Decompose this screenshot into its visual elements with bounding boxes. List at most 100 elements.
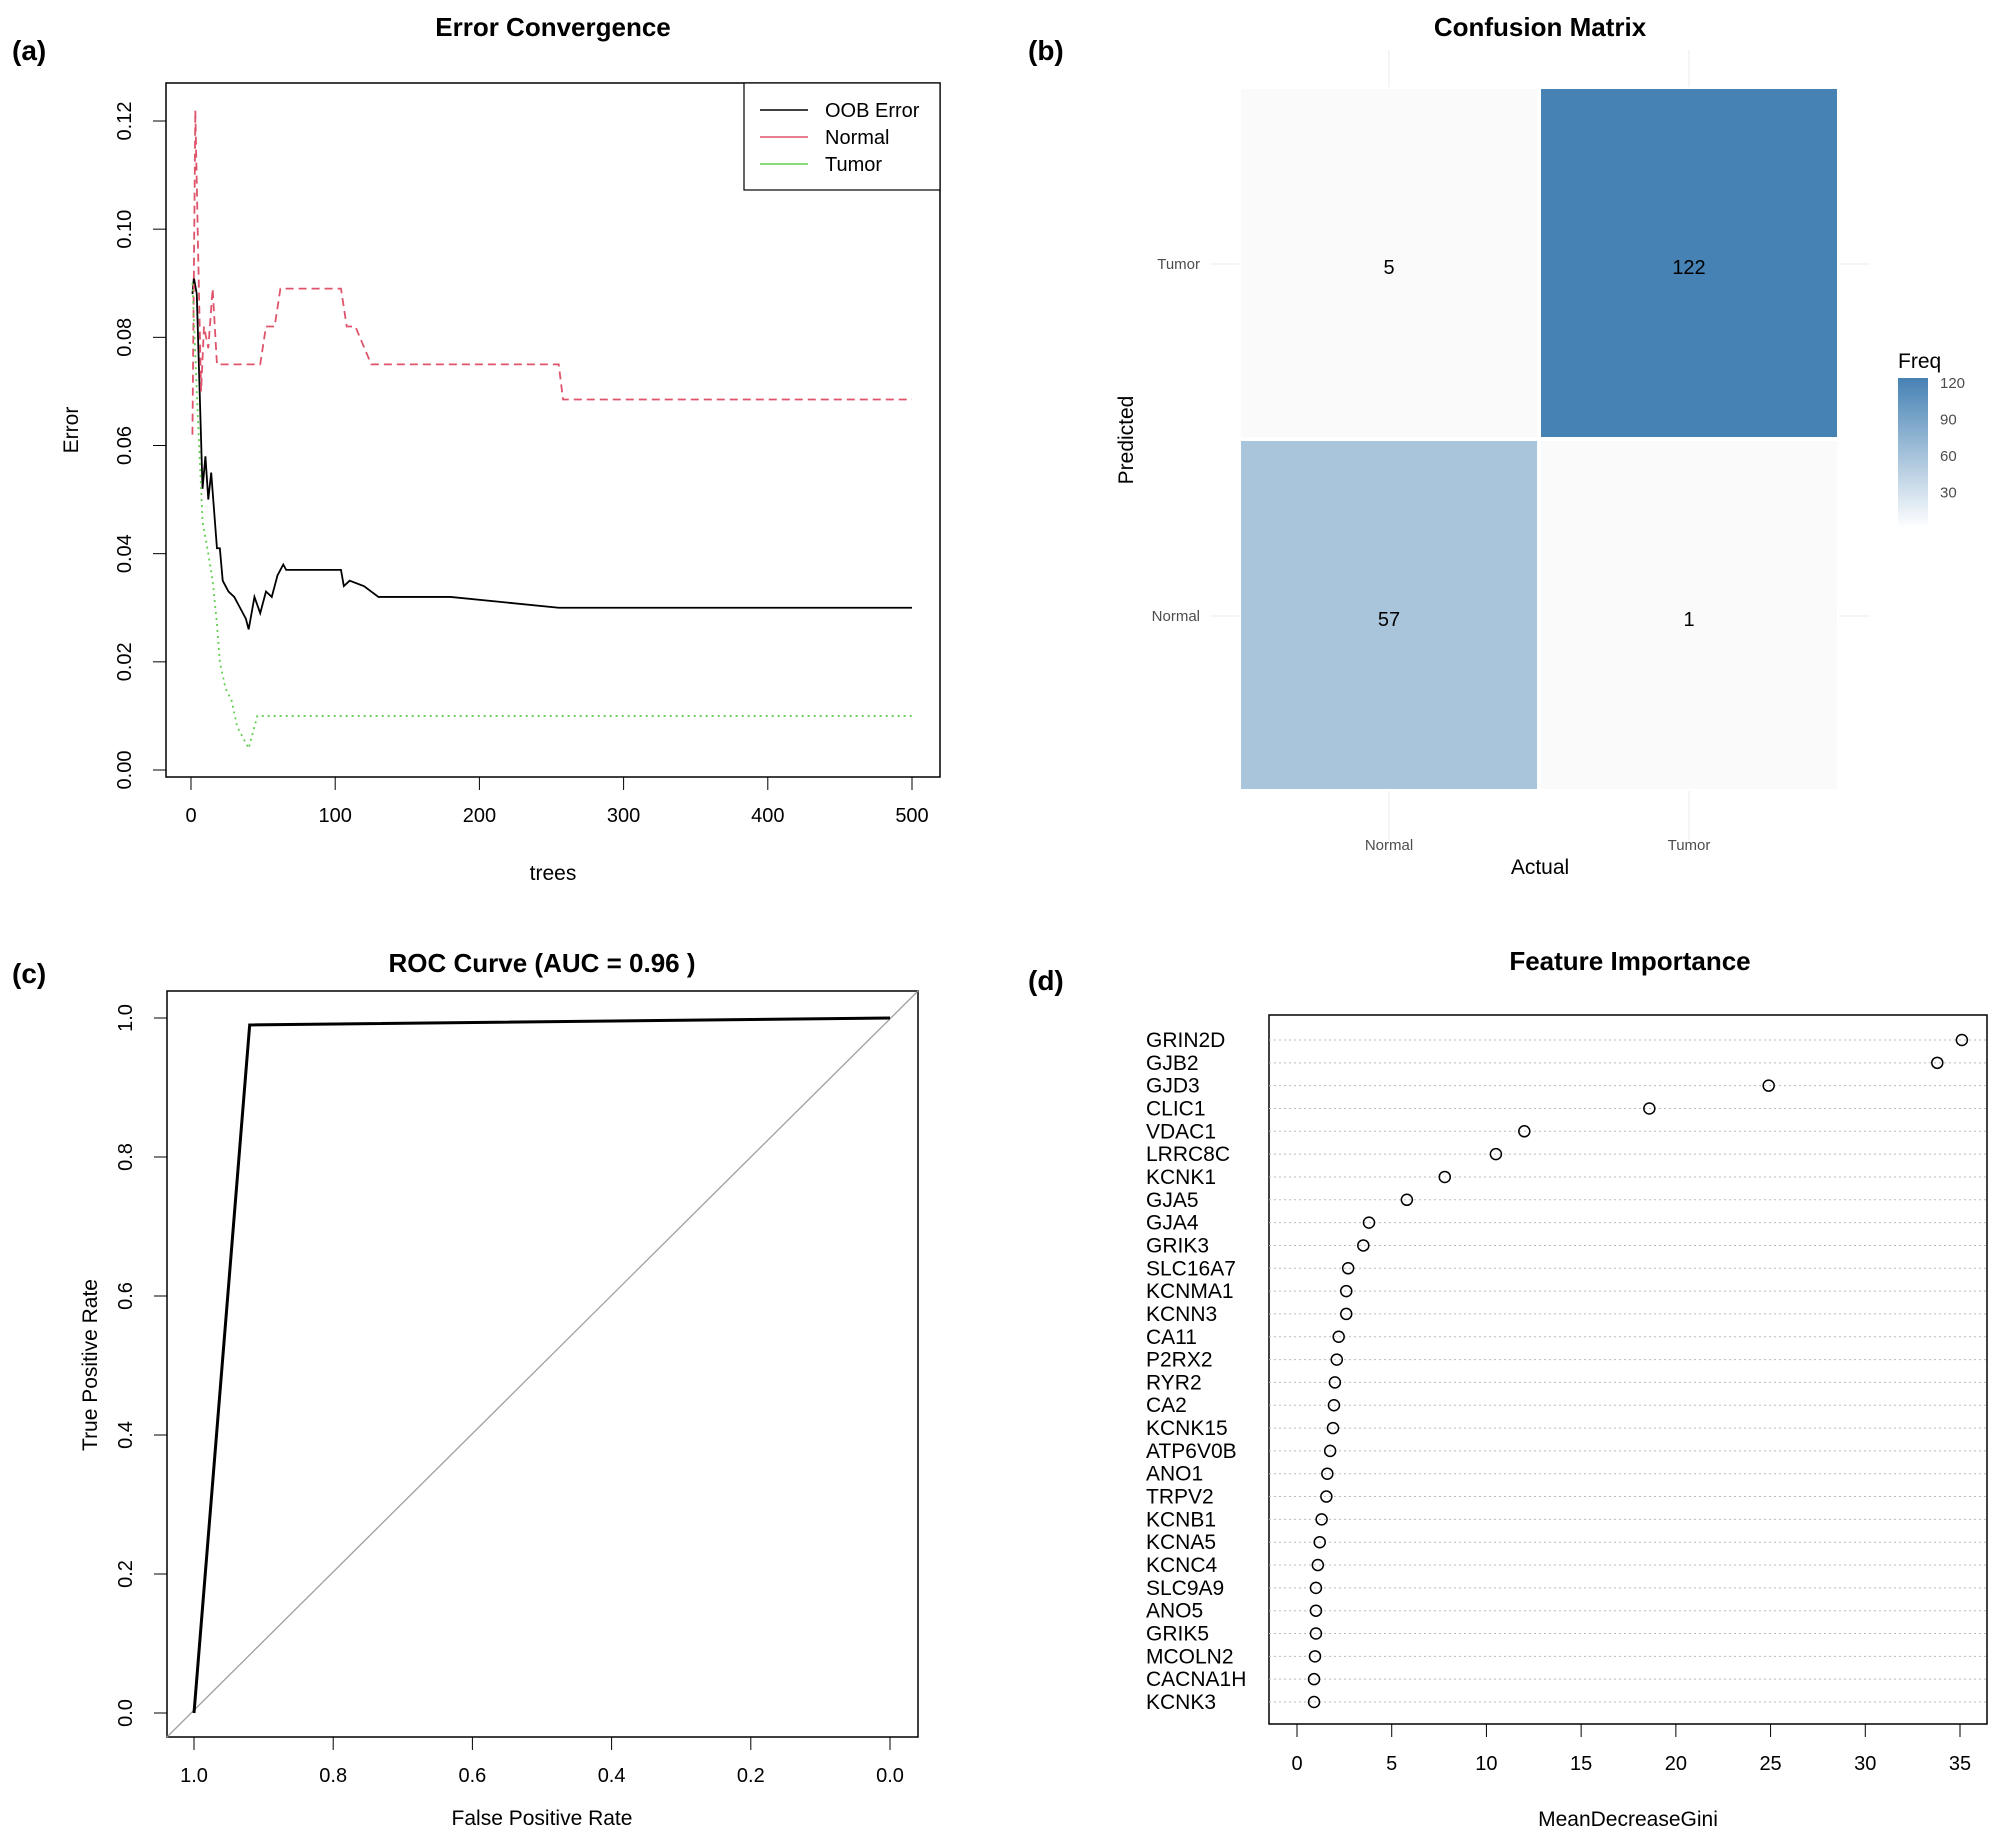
plot-frame-c <box>166 990 919 1738</box>
heatmap-cell <box>1539 439 1839 791</box>
feature-label: GJA4 <box>1146 1212 1199 1235</box>
feature-label: KCNC4 <box>1146 1554 1218 1577</box>
colorbar-b <box>1898 378 1928 528</box>
legend-label-a: OOB Error <box>825 100 920 122</box>
y-tick-label-c: 0.4 <box>115 1421 137 1449</box>
feature-point-cacna1h <box>1307 1672 1321 1686</box>
feature-label: ANO5 <box>1146 1600 1203 1623</box>
x-axis-label-c: False Positive Rate <box>452 1807 633 1830</box>
feature-label: CACNA1H <box>1146 1668 1246 1691</box>
x-tick-label-c: 0.4 <box>598 1765 626 1787</box>
y-tick-label-c: 0.2 <box>115 1560 137 1588</box>
feature-label: KCNB1 <box>1146 1508 1216 1531</box>
feature-point-kcnk3 <box>1307 1695 1321 1709</box>
feature-label: GJA5 <box>1146 1189 1199 1212</box>
feature-label: TRPV2 <box>1146 1486 1214 1509</box>
plot-frame-a <box>165 82 941 778</box>
y-axis-label-a: Error <box>60 407 83 454</box>
x-tick-label-c: 0.6 <box>458 1765 486 1787</box>
feature-point-clic1 <box>1643 1102 1656 1115</box>
x-tick-label-b: Normal <box>1365 837 1413 854</box>
feature-label: GJB2 <box>1146 1052 1199 1075</box>
x-tick-label-a: 300 <box>607 805 640 827</box>
feature-label: KCNK3 <box>1146 1691 1216 1714</box>
feature-label: GRIK3 <box>1146 1234 1209 1257</box>
feature-label: KCNN3 <box>1146 1303 1217 1326</box>
feature-label: RYR2 <box>1146 1371 1202 1394</box>
feature-point-vdac1 <box>1518 1125 1531 1138</box>
legend-title-b: Freq <box>1898 350 1941 373</box>
series-line-normal <box>191 110 912 435</box>
y-tick-label-a: 0.10 <box>114 210 136 249</box>
feature-label: SLC16A7 <box>1146 1257 1236 1280</box>
y-tick-label-b: Tumor <box>1157 256 1200 273</box>
feature-label: CA2 <box>1146 1394 1187 1417</box>
x-tick-label-c: 0.8 <box>319 1765 347 1787</box>
y-tick-label-c: 0.0 <box>115 1699 137 1727</box>
y-tick-label-c: 0.6 <box>115 1282 137 1310</box>
cell-value-label: 1 <box>1683 609 1694 631</box>
y-tick-label-b: Normal <box>1152 608 1200 625</box>
x-tick-label-c: 0.2 <box>737 1765 765 1787</box>
feature-point-kcnn3 <box>1340 1307 1353 1321</box>
x-axis-label-b: Actual <box>1511 856 1569 879</box>
x-tick-label-d: 10 <box>1475 1753 1497 1775</box>
x-tick-label-d: 35 <box>1949 1753 1971 1775</box>
feature-label: ATP6V0B <box>1146 1440 1237 1463</box>
chart-title-c: ROC Curve (AUC = 0.96 ) <box>388 948 695 978</box>
x-tick-label-a: 400 <box>751 805 784 827</box>
panel-label-c: (c) <box>12 958 46 989</box>
cell-value-label: 5 <box>1383 257 1394 279</box>
y-tick-label-a: 0.06 <box>114 426 136 465</box>
series-line-tumor <box>191 283 912 751</box>
feature-point-kcnk15 <box>1326 1421 1340 1435</box>
feature-label: LRRC8C <box>1146 1143 1230 1166</box>
series-line-oob-error <box>191 277 912 630</box>
feature-point-kcna5 <box>1313 1535 1326 1549</box>
y-axis-label-c: True Positive Rate <box>79 1279 102 1451</box>
chart-title-a: Error Convergence <box>435 12 671 42</box>
feature-point-kcnma1 <box>1340 1284 1353 1298</box>
x-tick-label-d: 0 <box>1291 1753 1302 1775</box>
feature-point-atp6v0b <box>1323 1444 1337 1458</box>
feature-point-kcnb1 <box>1315 1513 1328 1526</box>
feature-label: GRIK5 <box>1146 1623 1209 1646</box>
feature-point-trpv2 <box>1320 1490 1333 1503</box>
feature-label: KCNMA1 <box>1146 1280 1234 1303</box>
heatmap-cell <box>1539 87 1839 439</box>
y-axis-label-b: Predicted <box>1115 396 1138 485</box>
feature-label: KCNK15 <box>1146 1417 1228 1440</box>
feature-label: GJD3 <box>1146 1075 1200 1098</box>
heatmap-cell <box>1239 439 1539 791</box>
y-tick-label-a: 0.02 <box>114 642 136 681</box>
x-axis-label-a: trees <box>530 862 577 885</box>
feature-point-slc16a7 <box>1341 1262 1355 1275</box>
feature-point-ano1 <box>1321 1467 1334 1480</box>
y-tick-label-a: 0.12 <box>114 102 136 141</box>
feature-label: P2RX2 <box>1146 1349 1213 1372</box>
feature-point-p2rx2 <box>1330 1353 1344 1366</box>
reference-diagonal <box>166 990 919 1738</box>
x-tick-label-d: 5 <box>1386 1753 1397 1775</box>
x-tick-label-a: 100 <box>319 805 352 827</box>
feature-label: SLC9A9 <box>1146 1577 1224 1600</box>
feature-point-slc9a9 <box>1309 1581 1323 1595</box>
x-tick-label-c: 0.0 <box>876 1765 904 1787</box>
feature-point-ano5 <box>1309 1604 1323 1617</box>
feature-point-kcnk1 <box>1438 1170 1452 1184</box>
cell-value-label: 122 <box>1672 257 1705 279</box>
y-tick-label-c: 0.8 <box>115 1143 137 1171</box>
feature-label: ANO1 <box>1146 1463 1203 1486</box>
x-tick-label-d: 30 <box>1854 1753 1876 1775</box>
y-tick-label-a: 0.00 <box>114 751 136 790</box>
chart-title-b: Confusion Matrix <box>1434 12 1647 42</box>
panel-label-d: (d) <box>1028 965 1064 996</box>
legend-tick-label-b: 120 <box>1940 375 1965 392</box>
feature-point-gja4 <box>1362 1216 1376 1229</box>
feature-label: VDAC1 <box>1146 1120 1216 1143</box>
chart-title-d: Feature Importance <box>1509 946 1750 976</box>
feature-point-gjb2 <box>1931 1056 1944 1070</box>
feature-label: CLIC1 <box>1146 1097 1206 1120</box>
feature-point-ryr2 <box>1328 1376 1342 1389</box>
